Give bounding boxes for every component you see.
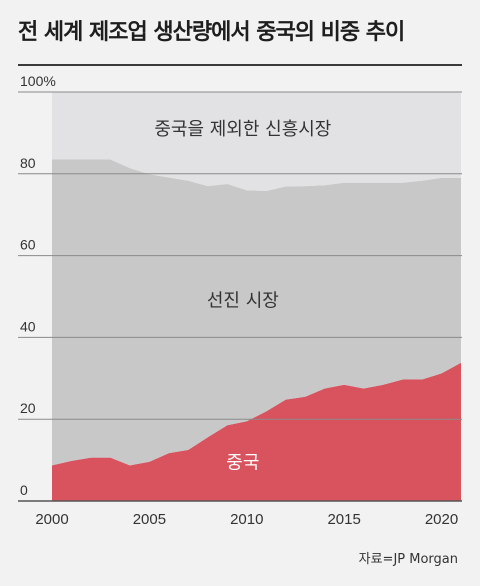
x-tick-label-3: 2015: [327, 511, 360, 528]
x-tick-label-2: 2010: [230, 511, 263, 528]
y-tick-label-1: 20: [20, 400, 36, 416]
y-tick-label-3: 60: [20, 237, 36, 253]
title-divider: [18, 64, 462, 66]
series-label-0: 중국: [226, 452, 259, 473]
y-tick-label-2: 40: [20, 318, 36, 334]
x-tick-label-1: 2005: [133, 511, 166, 528]
y-tick-label-4: 80: [20, 155, 36, 171]
area-series-0: [52, 362, 461, 501]
page-title: 전 세계 제조업 생산량에서 중국의 비중 추이: [18, 20, 405, 45]
area-series-1: [52, 159, 461, 466]
x-tick-label-4: 2020: [425, 511, 458, 528]
area-series-2: [52, 92, 461, 191]
y-tick-label-5: 100%: [20, 73, 56, 89]
source-note: 자료=JP Morgan: [358, 552, 458, 567]
x-tick-label-0: 2000: [35, 511, 68, 528]
series-label-1: 선진 시장: [207, 291, 279, 312]
series-label-2: 중국을 제외한 신흥시장: [154, 119, 331, 140]
y-tick-label-0: 0: [20, 482, 28, 498]
